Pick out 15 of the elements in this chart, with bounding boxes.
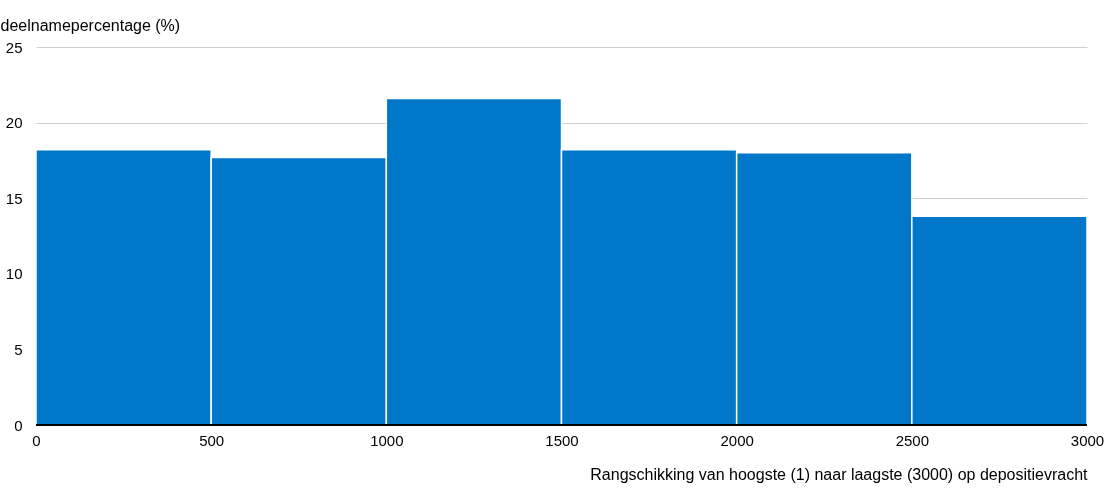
x-tick-label: 0	[32, 431, 41, 449]
y-tick-label: 20	[5, 114, 23, 132]
y-tick-label: 15	[5, 189, 23, 207]
x-axis-title: Rangschikking van hoogste (1) naar laagste (3000) op depositievracht	[590, 465, 1089, 483]
x-tick-label: 1500	[545, 431, 579, 449]
y-axis-title: deelnamepercentage (%)	[0, 16, 181, 34]
y-tick-label: 5	[14, 340, 23, 358]
x-tick-label: 500	[199, 431, 225, 449]
y-tick-label: 0	[14, 416, 23, 434]
x-tick-label: 1000	[370, 431, 404, 449]
x-tick-label: 2500	[895, 431, 930, 449]
y-tick-label: 25	[5, 38, 23, 56]
y-tick-label: 10	[5, 265, 23, 283]
x-tick-label: 3000	[1070, 431, 1105, 449]
x-tick-label: 2000	[720, 431, 754, 449]
